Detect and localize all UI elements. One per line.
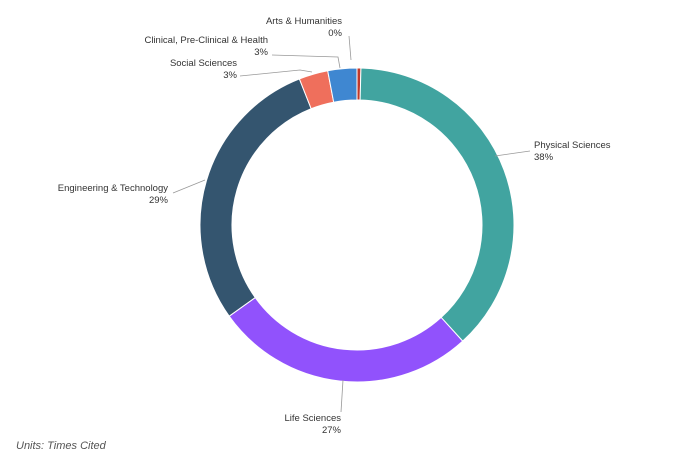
leader-line-life-sciences xyxy=(340,379,344,413)
leader-line-clinical-pre-clinical-health xyxy=(271,54,341,69)
slice-engineering-technology[interactable] xyxy=(199,78,312,317)
slice-clinical-pre-clinical-health[interactable] xyxy=(327,67,358,103)
leader-line-social-sciences xyxy=(239,69,313,77)
label-social-sciences: Social Sciences xyxy=(170,58,237,69)
value-label-life-sciences: 27% xyxy=(322,425,342,436)
value-label-physical-sciences: 38% xyxy=(534,152,554,163)
value-label-social-sciences: 3% xyxy=(223,70,237,81)
units-note: Units: Times Cited xyxy=(16,440,106,452)
slice-life-sciences[interactable] xyxy=(228,296,464,383)
value-label-arts-humanities: 0% xyxy=(328,28,342,39)
label-clinical-pre-clinical-health: Clinical, Pre-Clinical & Health xyxy=(144,35,268,46)
value-label-engineering-technology: 29% xyxy=(149,195,169,206)
label-arts-humanities: Arts & Humanities xyxy=(266,16,342,27)
leader-line-engineering-technology xyxy=(172,179,206,194)
label-life-sciences: Life Sciences xyxy=(284,413,341,424)
value-label-clinical-pre-clinical-health: 3% xyxy=(254,47,268,58)
label-physical-sciences: Physical Sciences xyxy=(534,140,611,151)
leader-line-physical-sciences xyxy=(494,150,531,157)
slice-physical-sciences[interactable] xyxy=(359,67,515,342)
leader-line-arts-humanities xyxy=(348,35,352,61)
label-engineering-technology: Engineering & Technology xyxy=(58,183,168,194)
